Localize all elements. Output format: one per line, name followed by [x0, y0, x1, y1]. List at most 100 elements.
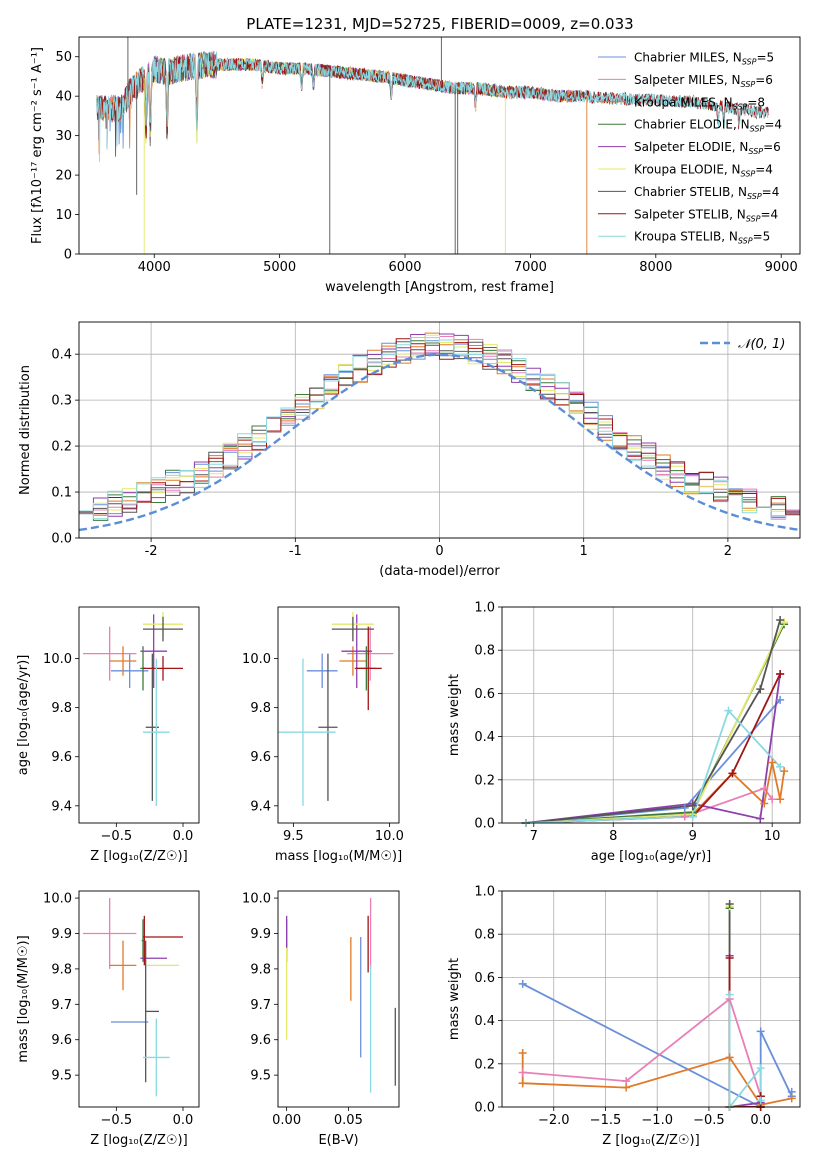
- weight-series-line: [525, 621, 785, 823]
- x-tick-label: 0.0: [173, 829, 194, 844]
- plot-area: [83, 611, 183, 806]
- y-tick-label: 9.6: [51, 750, 72, 765]
- y-tick-label: 9.9: [51, 927, 72, 942]
- y-tick-label: 9.6: [51, 1033, 72, 1048]
- x-tick-label: −1.0: [641, 1113, 673, 1128]
- y-tick-label: 0.6: [474, 971, 495, 986]
- x-axis-label: (data-model)/error: [379, 564, 500, 579]
- y-tick-label: 9.6: [250, 1033, 271, 1048]
- legend-label: Kroupa MILES, NSSP=8: [634, 95, 765, 111]
- x-tick-label: −0.5: [693, 1113, 725, 1128]
- x-tick-label: 0: [435, 544, 443, 559]
- panel-spectrum: 4000 5000 6000 7000 8000 9000 0 10 20 30 40 50 wavel…: [30, 36, 801, 295]
- axes-frame: [78, 321, 801, 539]
- y-axis-label: mass weight: [447, 958, 462, 1040]
- x-tick-label: -1: [289, 544, 302, 559]
- weight-point-marker: [768, 758, 777, 767]
- plot-area: [278, 611, 394, 806]
- x-tick-label: −1.5: [590, 1113, 622, 1128]
- x-tick-label: 0.0: [750, 1113, 771, 1128]
- weight-series-line: [525, 673, 781, 823]
- y-tick-label: 0.8: [474, 644, 495, 659]
- weight-point-marker: [756, 1064, 765, 1073]
- x-tick-label: 6000: [388, 260, 421, 275]
- x-tick-label: 9000: [765, 260, 798, 275]
- plot-area: [83, 898, 183, 1097]
- y-tick-label: 40: [55, 90, 72, 105]
- weight-point-marker: [756, 1096, 765, 1105]
- y-tick-label: 0.4: [474, 730, 495, 745]
- y-tick-label: 9.5: [51, 1069, 72, 1084]
- x-axis-label: wavelength [Angstrom, rest frame]: [325, 280, 554, 295]
- x-tick-label: −0.5: [101, 1113, 133, 1128]
- histogram-series: [79, 338, 800, 516]
- spectrum-series-line: [96, 52, 770, 163]
- weight-point-marker: [622, 1083, 631, 1092]
- x-tick-label: 0.05: [334, 1113, 363, 1128]
- legend-label: Chabrier ELODIE, NSSP=4: [634, 118, 782, 134]
- y-tick-label: 9.6: [250, 750, 271, 765]
- y-tick-label: 9.8: [250, 962, 271, 977]
- panel-weight-vs-Z: −2.0 −1.5 −1.0 −0.5 0.0 0.0 0.2 0.4 0.6 0.8 1.0 Z […: [447, 885, 801, 1148]
- y-tick-label: 9.9: [250, 927, 271, 942]
- axes-frame: [501, 606, 801, 824]
- y-tick-label: 0.4: [474, 1014, 495, 1029]
- weight-series-line: [525, 619, 781, 823]
- x-tick-label: −2.0: [538, 1113, 570, 1128]
- weight-series-line: [525, 699, 781, 823]
- weight-series-line: [521, 1053, 792, 1106]
- weight-point-marker: [776, 762, 785, 771]
- x-axis-label: Z [log₁₀(Z/Z☉)]: [90, 849, 187, 864]
- weight-series-line: [525, 623, 785, 823]
- x-tick-label: 0.0: [173, 1113, 194, 1128]
- y-tick-label: 1.0: [474, 601, 495, 616]
- weight-point-marker: [776, 669, 785, 678]
- y-tick-label: 10.0: [43, 652, 72, 667]
- legend-label: Kroupa ELODIE, NSSP=4: [634, 163, 773, 179]
- y-tick-label: 9.4: [250, 799, 271, 814]
- weight-point-marker: [724, 706, 733, 715]
- y-axis-label: Flux [fλ10⁻¹⁷ erg cm⁻² s⁻¹ A⁻¹]: [30, 47, 45, 244]
- y-tick-label: 0: [64, 248, 72, 263]
- y-axis-label: mass [log₁₀(M/M☉)]: [16, 935, 31, 1062]
- x-axis-label: age [log₁₀(age/yr)]: [591, 849, 712, 864]
- weight-point-marker: [760, 799, 769, 808]
- legend-label: Salpeter MILES, NSSP=6: [634, 73, 773, 89]
- y-tick-label: 9.7: [250, 998, 271, 1013]
- x-tick-label: 8: [609, 829, 617, 844]
- y-axis-label: age [log₁₀(age/yr)]: [16, 655, 31, 776]
- weight-point-marker: [680, 803, 689, 812]
- y-tick-label: 0.2: [474, 773, 495, 788]
- x-tick-label: 10.0: [375, 829, 404, 844]
- y-tick-label: 0.6: [474, 687, 495, 702]
- axes-frame: [78, 36, 801, 255]
- y-tick-label: 10.0: [242, 652, 271, 667]
- y-tick-label: 9.7: [51, 998, 72, 1013]
- y-tick-label: 9.8: [51, 701, 72, 716]
- weight-point-marker: [725, 953, 734, 962]
- y-tick-label: 9.8: [51, 962, 72, 977]
- histogram-series: [79, 341, 800, 515]
- plot-area: [285, 898, 396, 1093]
- axes-frame: [78, 890, 200, 1108]
- weight-point-marker: [518, 1068, 527, 1077]
- panel-residuals: -2 -1 0 1 2 0.0 0.1 0.2 0.3 0.4 (data-model)/error…: [18, 321, 801, 579]
- y-tick-label: 50: [55, 50, 72, 65]
- x-tick-label: 7: [530, 829, 538, 844]
- weight-point-marker: [518, 1049, 527, 1057]
- axes-frame: [277, 890, 400, 1108]
- x-tick-label: 2: [724, 544, 732, 559]
- weight-point-marker: [787, 1094, 796, 1103]
- legend-label: 𝒩(0, 1): [738, 337, 785, 352]
- x-tick-label: 4000: [138, 260, 171, 275]
- weight-point-marker: [725, 899, 734, 908]
- panel-age-vs-Z: −0.5 0.0 9.4 9.6 9.8 10.0 Z [log₁₀(Z/Z☉)] age […: [16, 606, 200, 864]
- gaussian-reference-curve: [79, 353, 800, 532]
- y-tick-label: 0.0: [474, 817, 495, 832]
- histogram-series: [79, 333, 800, 519]
- y-tick-label: 10.0: [43, 892, 72, 907]
- legend-label: Salpeter ELODIE, NSSP=6: [634, 140, 781, 156]
- weight-point-marker: [725, 990, 734, 999]
- x-axis-label: Z [log₁₀(Z/Z☉)]: [602, 1133, 699, 1148]
